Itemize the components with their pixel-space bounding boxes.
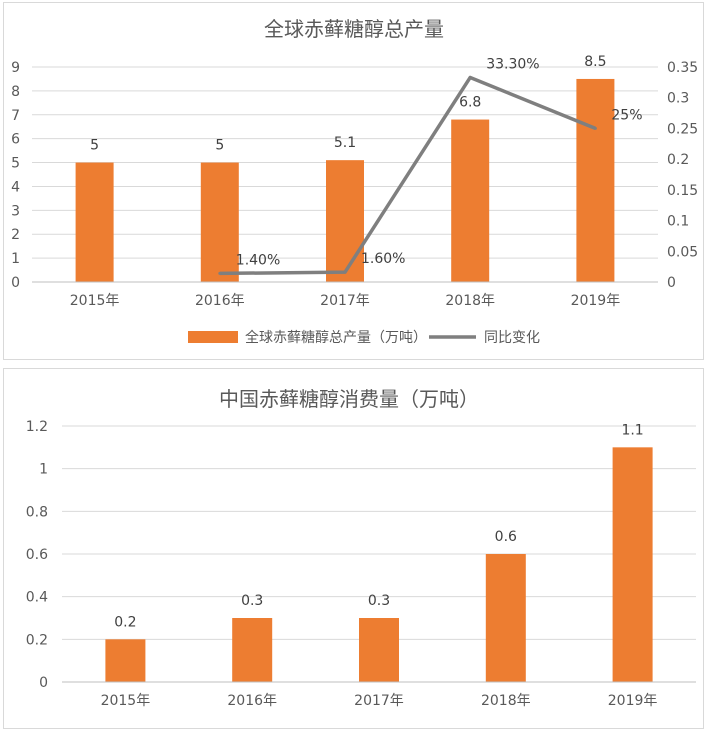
bar-data-label: 5.1 <box>334 135 356 151</box>
y-left-tick-label: 5 <box>11 156 20 172</box>
y-tick-label: 1 <box>39 462 48 478</box>
y-tick-label: 0.6 <box>26 547 48 563</box>
x-tick-label: 2017年 <box>354 693 404 709</box>
china-consumption-chart-panel: 中国赤藓糖醇消费量（万吨） 0 0.2 0.4 0.6 0.8 1 1.2 0.2 0.3 0.3 0… <box>3 368 704 729</box>
bar-data-label: 0.3 <box>368 593 390 609</box>
y-tick-label: 0.4 <box>26 590 48 606</box>
x-tick-label: 2016年 <box>195 293 245 309</box>
x-tick-label: 2017年 <box>320 293 370 309</box>
bar <box>326 160 364 282</box>
line-data-label: 25% <box>611 107 642 123</box>
bar-data-label: 0.6 <box>495 529 517 545</box>
y-tick-label: 0 <box>39 675 48 691</box>
y-right-tick-label: 0 <box>667 275 676 291</box>
line-data-label: 33.30% <box>486 56 539 72</box>
y-left-tick-label: 9 <box>11 60 20 76</box>
bar-data-label: 0.2 <box>114 614 136 630</box>
y-right-tick-label: 0.1 <box>667 214 689 230</box>
y-right-tick-label: 0.35 <box>667 60 698 76</box>
x-tick-label: 2016年 <box>227 693 277 709</box>
line-point <box>468 75 472 79</box>
x-tick-label: 2015年 <box>70 293 120 309</box>
y-right-tick-label: 0.25 <box>667 121 698 137</box>
bar <box>359 618 399 682</box>
y-left-tick-label: 8 <box>11 84 20 100</box>
line-data-label: 1.40% <box>236 252 280 268</box>
x-tick-label: 2018年 <box>445 293 495 309</box>
x-tick-label: 2018年 <box>481 693 531 709</box>
x-tick-label: 2015年 <box>101 693 151 709</box>
y-tick-label: 0.2 <box>26 632 48 648</box>
line-point <box>218 271 222 275</box>
y-left-tick-label: 2 <box>11 227 20 243</box>
y-left-tick-label: 1 <box>11 251 20 267</box>
line-data-label: 1.60% <box>361 251 405 267</box>
y-left-tick-label: 7 <box>11 108 20 124</box>
bar <box>451 119 490 282</box>
line-point <box>593 126 597 130</box>
bar-data-label: 6.8 <box>459 95 481 111</box>
bar-data-label: 1.1 <box>621 422 643 438</box>
y-left-tick-label: 4 <box>11 179 20 195</box>
line-point <box>343 270 347 274</box>
y-tick-label: 0.8 <box>26 504 48 520</box>
y-left-tick-label: 6 <box>11 132 20 148</box>
y-right-tick-label: 0.15 <box>667 183 698 199</box>
bar <box>105 639 146 682</box>
chart-title: 中国赤藓糖醇消费量（万吨） <box>219 387 479 411</box>
x-tick-label: 2019年 <box>608 693 658 709</box>
y-left-tick-label: 3 <box>11 203 20 219</box>
bar <box>612 447 653 682</box>
bar <box>576 78 615 282</box>
bar <box>75 162 114 282</box>
bar-data-label: 8.5 <box>584 54 606 70</box>
y-left-tick-label: 0 <box>11 275 20 291</box>
y-right-tick-label: 0.3 <box>667 91 689 107</box>
bar-data-label: 0.3 <box>241 593 263 609</box>
global-production-chart-panel: 全球赤藓糖醇总产量 0 1 2 3 4 5 6 7 8 9 0 0.05 0.1 0.15 0.2 0.25 0.… <box>3 2 704 360</box>
china-consumption-chart: 中国赤藓糖醇消费量（万吨） 0 0.2 0.4 0.6 0.8 1 1.2 0.2 0.3 0.3 0… <box>26 387 696 709</box>
legend-line-label: 同比变化 <box>484 330 540 346</box>
bar-data-label: 5 <box>215 138 224 154</box>
x-tick-label: 2019年 <box>571 293 621 309</box>
bar <box>200 162 239 282</box>
bar <box>485 554 526 682</box>
bar <box>232 618 273 682</box>
y-tick-label: 1.2 <box>26 419 48 435</box>
y-right-tick-label: 0.05 <box>667 244 698 260</box>
y-right-tick-label: 0.2 <box>667 152 689 168</box>
legend-bar-label: 全球赤藓糖醇总产量（万吨） <box>245 329 427 346</box>
bar-data-label: 5 <box>90 138 99 154</box>
global-production-chart: 全球赤藓糖醇总产量 0 1 2 3 4 5 6 7 8 9 0 0.05 0.1 0.15 0.2 0.25 0.… <box>11 17 698 346</box>
chart-title: 全球赤藓糖醇总产量 <box>264 17 444 41</box>
legend-bar-swatch <box>188 331 238 343</box>
line-series <box>219 75 597 276</box>
